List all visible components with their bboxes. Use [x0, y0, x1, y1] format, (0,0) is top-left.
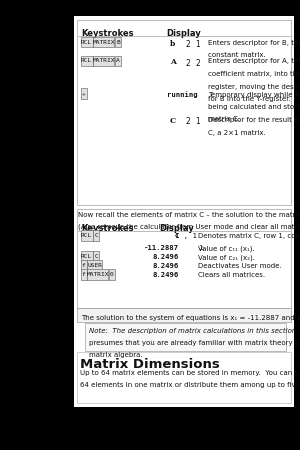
FancyBboxPatch shape — [85, 323, 286, 351]
FancyBboxPatch shape — [93, 230, 99, 240]
Text: C: C — [174, 233, 178, 238]
Text: constant matrix.: constant matrix. — [208, 52, 266, 58]
Text: Enters descriptor for A, the 2×2: Enters descriptor for A, the 2×2 — [208, 58, 300, 64]
Text: for B into the Y-register.: for B into the Y-register. — [208, 96, 291, 102]
FancyBboxPatch shape — [81, 88, 87, 99]
Text: Value of c₂₁ (x₂).: Value of c₂₁ (x₂). — [198, 254, 255, 261]
Text: Temporary display while A⁻¹B is: Temporary display while A⁻¹B is — [208, 91, 300, 98]
Text: Now recall the elements of matrix C – the solution to the matrix equation.: Now recall the elements of matrix C – th… — [78, 212, 300, 217]
Text: 1: 1 — [196, 117, 200, 126]
FancyBboxPatch shape — [76, 209, 291, 308]
Text: coefficient matrix, into the X-: coefficient matrix, into the X- — [208, 71, 300, 77]
FancyBboxPatch shape — [81, 55, 93, 66]
Text: Clears all matrices.: Clears all matrices. — [198, 272, 265, 278]
Text: 2: 2 — [185, 58, 190, 68]
Text: Note:  The description of matrix calculations in this section: Note: The description of matrix calculat… — [89, 328, 296, 334]
FancyBboxPatch shape — [76, 308, 291, 322]
Text: Keystrokes: Keystrokes — [81, 224, 134, 233]
Text: 0: 0 — [110, 272, 114, 277]
Text: C: C — [169, 117, 175, 125]
Text: MATRIX: MATRIX — [92, 40, 115, 45]
Text: 8.2496: 8.2496 — [152, 272, 178, 278]
Text: C: C — [94, 233, 98, 238]
Text: -11.2887: -11.2887 — [143, 245, 178, 251]
Text: Up to 64 matrix elements can be stored in memory.  You can use all: Up to 64 matrix elements can be stored i… — [80, 370, 300, 376]
Text: matrix C.: matrix C. — [208, 116, 241, 122]
FancyBboxPatch shape — [81, 260, 87, 271]
Text: Display: Display — [167, 29, 201, 38]
Text: f: f — [82, 263, 85, 268]
Text: A: A — [169, 58, 175, 67]
FancyBboxPatch shape — [93, 55, 114, 66]
Text: The solution to the system of equations is x₁ = -11.2887 and x₂ = 8.2496.: The solution to the system of equations … — [81, 315, 300, 321]
Text: RCL: RCL — [81, 233, 92, 238]
FancyBboxPatch shape — [109, 269, 115, 280]
Text: Denotes matrix C, row 1, column: Denotes matrix C, row 1, column — [198, 233, 300, 238]
FancyBboxPatch shape — [115, 55, 121, 66]
Text: 2: 2 — [185, 117, 190, 126]
Text: Descriptor for the result matrix,: Descriptor for the result matrix, — [208, 117, 300, 123]
FancyBboxPatch shape — [76, 20, 291, 205]
Text: MATRIX: MATRIX — [92, 58, 115, 63]
Text: A: A — [116, 58, 120, 63]
Text: 8.2496: 8.2496 — [152, 263, 178, 269]
Text: f: f — [82, 272, 85, 277]
Text: Value of c₁₁ (x₁).: Value of c₁₁ (x₁). — [198, 245, 255, 252]
Text: RCL: RCL — [81, 40, 92, 45]
Text: 8.2496: 8.2496 — [152, 254, 178, 260]
FancyBboxPatch shape — [81, 230, 93, 240]
Text: USER: USER — [87, 263, 102, 268]
Text: MATRIX: MATRIX — [87, 272, 109, 277]
Text: Matrix Dimensions: Matrix Dimensions — [80, 358, 220, 371]
Text: C: C — [94, 254, 98, 259]
Text: B: B — [116, 40, 120, 45]
FancyBboxPatch shape — [81, 36, 93, 47]
Text: 1: 1 — [196, 40, 200, 49]
Text: running: running — [167, 91, 197, 98]
FancyBboxPatch shape — [93, 251, 99, 262]
Text: 2: 2 — [185, 40, 190, 49]
FancyBboxPatch shape — [81, 269, 87, 280]
Text: presumes that you are already familiar with matrix theory and: presumes that you are already familiar w… — [89, 340, 300, 346]
FancyBboxPatch shape — [76, 352, 291, 403]
Text: Keystrokes: Keystrokes — [81, 29, 134, 38]
Text: 1 , 1: 1 , 1 — [175, 233, 197, 238]
FancyBboxPatch shape — [87, 260, 102, 271]
Text: matrix algebra.: matrix algebra. — [89, 351, 143, 358]
FancyBboxPatch shape — [81, 251, 93, 262]
Text: 1.: 1. — [198, 245, 205, 251]
Text: 64 elements in one matrix or distribute them among up to five matrices.: 64 elements in one matrix or distribute … — [80, 382, 300, 388]
Text: RCL: RCL — [81, 58, 92, 63]
FancyBboxPatch shape — [93, 36, 114, 47]
Text: register, moving the descriptor: register, moving the descriptor — [208, 84, 300, 90]
Text: b: b — [170, 40, 175, 48]
FancyBboxPatch shape — [87, 269, 108, 280]
Text: Display: Display — [159, 224, 194, 233]
Text: 2: 2 — [196, 58, 200, 68]
FancyBboxPatch shape — [115, 36, 121, 47]
Text: C, a 2×1 matrix.: C, a 2×1 matrix. — [208, 130, 266, 135]
Text: Deactivates User mode.: Deactivates User mode. — [198, 263, 282, 269]
Text: RCL: RCL — [81, 254, 92, 259]
Text: ÷: ÷ — [82, 91, 85, 96]
Text: Enters descriptor for B, the 2×1: Enters descriptor for B, the 2×1 — [208, 40, 300, 45]
Text: being calculated and stored in: being calculated and stored in — [208, 104, 300, 109]
Text: (Also remove the calculator from User mode and clear all matrices.): (Also remove the calculator from User mo… — [78, 224, 300, 230]
FancyBboxPatch shape — [74, 16, 294, 407]
